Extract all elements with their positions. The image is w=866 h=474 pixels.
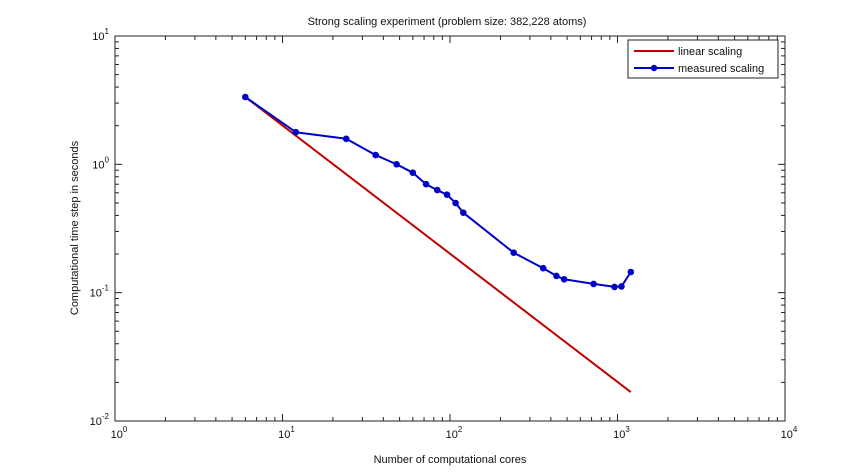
- y-tick-label: 100: [92, 155, 109, 171]
- data-point-measured-scaling: [409, 169, 417, 176]
- data-point-measured-scaling: [342, 135, 350, 143]
- data-point-measured-scaling: [443, 191, 451, 198]
- data-point-measured-scaling: [590, 280, 597, 288]
- y-tick-label: 10-2: [90, 412, 110, 428]
- legend-linear-label: linear scaling: [678, 46, 742, 58]
- data-point-measured-scaling: [242, 93, 249, 101]
- data-point-measured-scaling: [510, 249, 517, 256]
- x-tick-labels: 100 101 102 103 104: [111, 425, 798, 441]
- data-point-measured-scaling: [422, 180, 430, 188]
- data-point-measured-scaling: [560, 276, 568, 283]
- legend-measured-label: measured scaling: [678, 63, 764, 75]
- plot-axes: [114, 35, 786, 422]
- legend-measured-marker: [650, 64, 658, 72]
- data-point-measured-scaling: [553, 272, 560, 280]
- x-tick-label: 100: [111, 425, 128, 441]
- series-line-linear-scaling: [244, 96, 632, 393]
- data-point-measured-scaling: [460, 209, 467, 216]
- plot-area-frame: [114, 35, 786, 422]
- data-point-measured-scaling: [627, 268, 635, 276]
- legend-box: [627, 39, 779, 79]
- data-point-measured-scaling: [452, 199, 459, 207]
- data-point-measured-scaling: [372, 151, 380, 159]
- y-tick-labels: 10-2 10-1 100 101: [90, 27, 110, 428]
- x-tick-label: 103: [613, 425, 630, 441]
- data-point-measured-scaling: [611, 283, 618, 291]
- data-point-measured-scaling: [434, 186, 441, 194]
- x-axis-label: Number of computational cores: [374, 454, 527, 466]
- data-point-measured-scaling: [539, 264, 547, 272]
- x-tick-label: 101: [278, 425, 295, 441]
- y-tick-label: 10-1: [90, 284, 110, 300]
- x-tick-label: 104: [781, 425, 798, 441]
- x-tick-label: 102: [446, 425, 463, 441]
- minor-ticks: [114, 36, 785, 422]
- data-point-measured-scaling: [292, 128, 300, 136]
- data-point-measured-scaling: [393, 161, 400, 168]
- chart-title: Strong scaling experiment (problem size:…: [308, 16, 587, 28]
- data-point-measured-scaling: [618, 283, 625, 290]
- series-layer: [242, 93, 635, 393]
- y-tick-label: 101: [92, 27, 109, 43]
- legend: linear scaling measured scaling: [627, 39, 779, 79]
- y-axis-label: Computational time step in seconds: [69, 140, 81, 315]
